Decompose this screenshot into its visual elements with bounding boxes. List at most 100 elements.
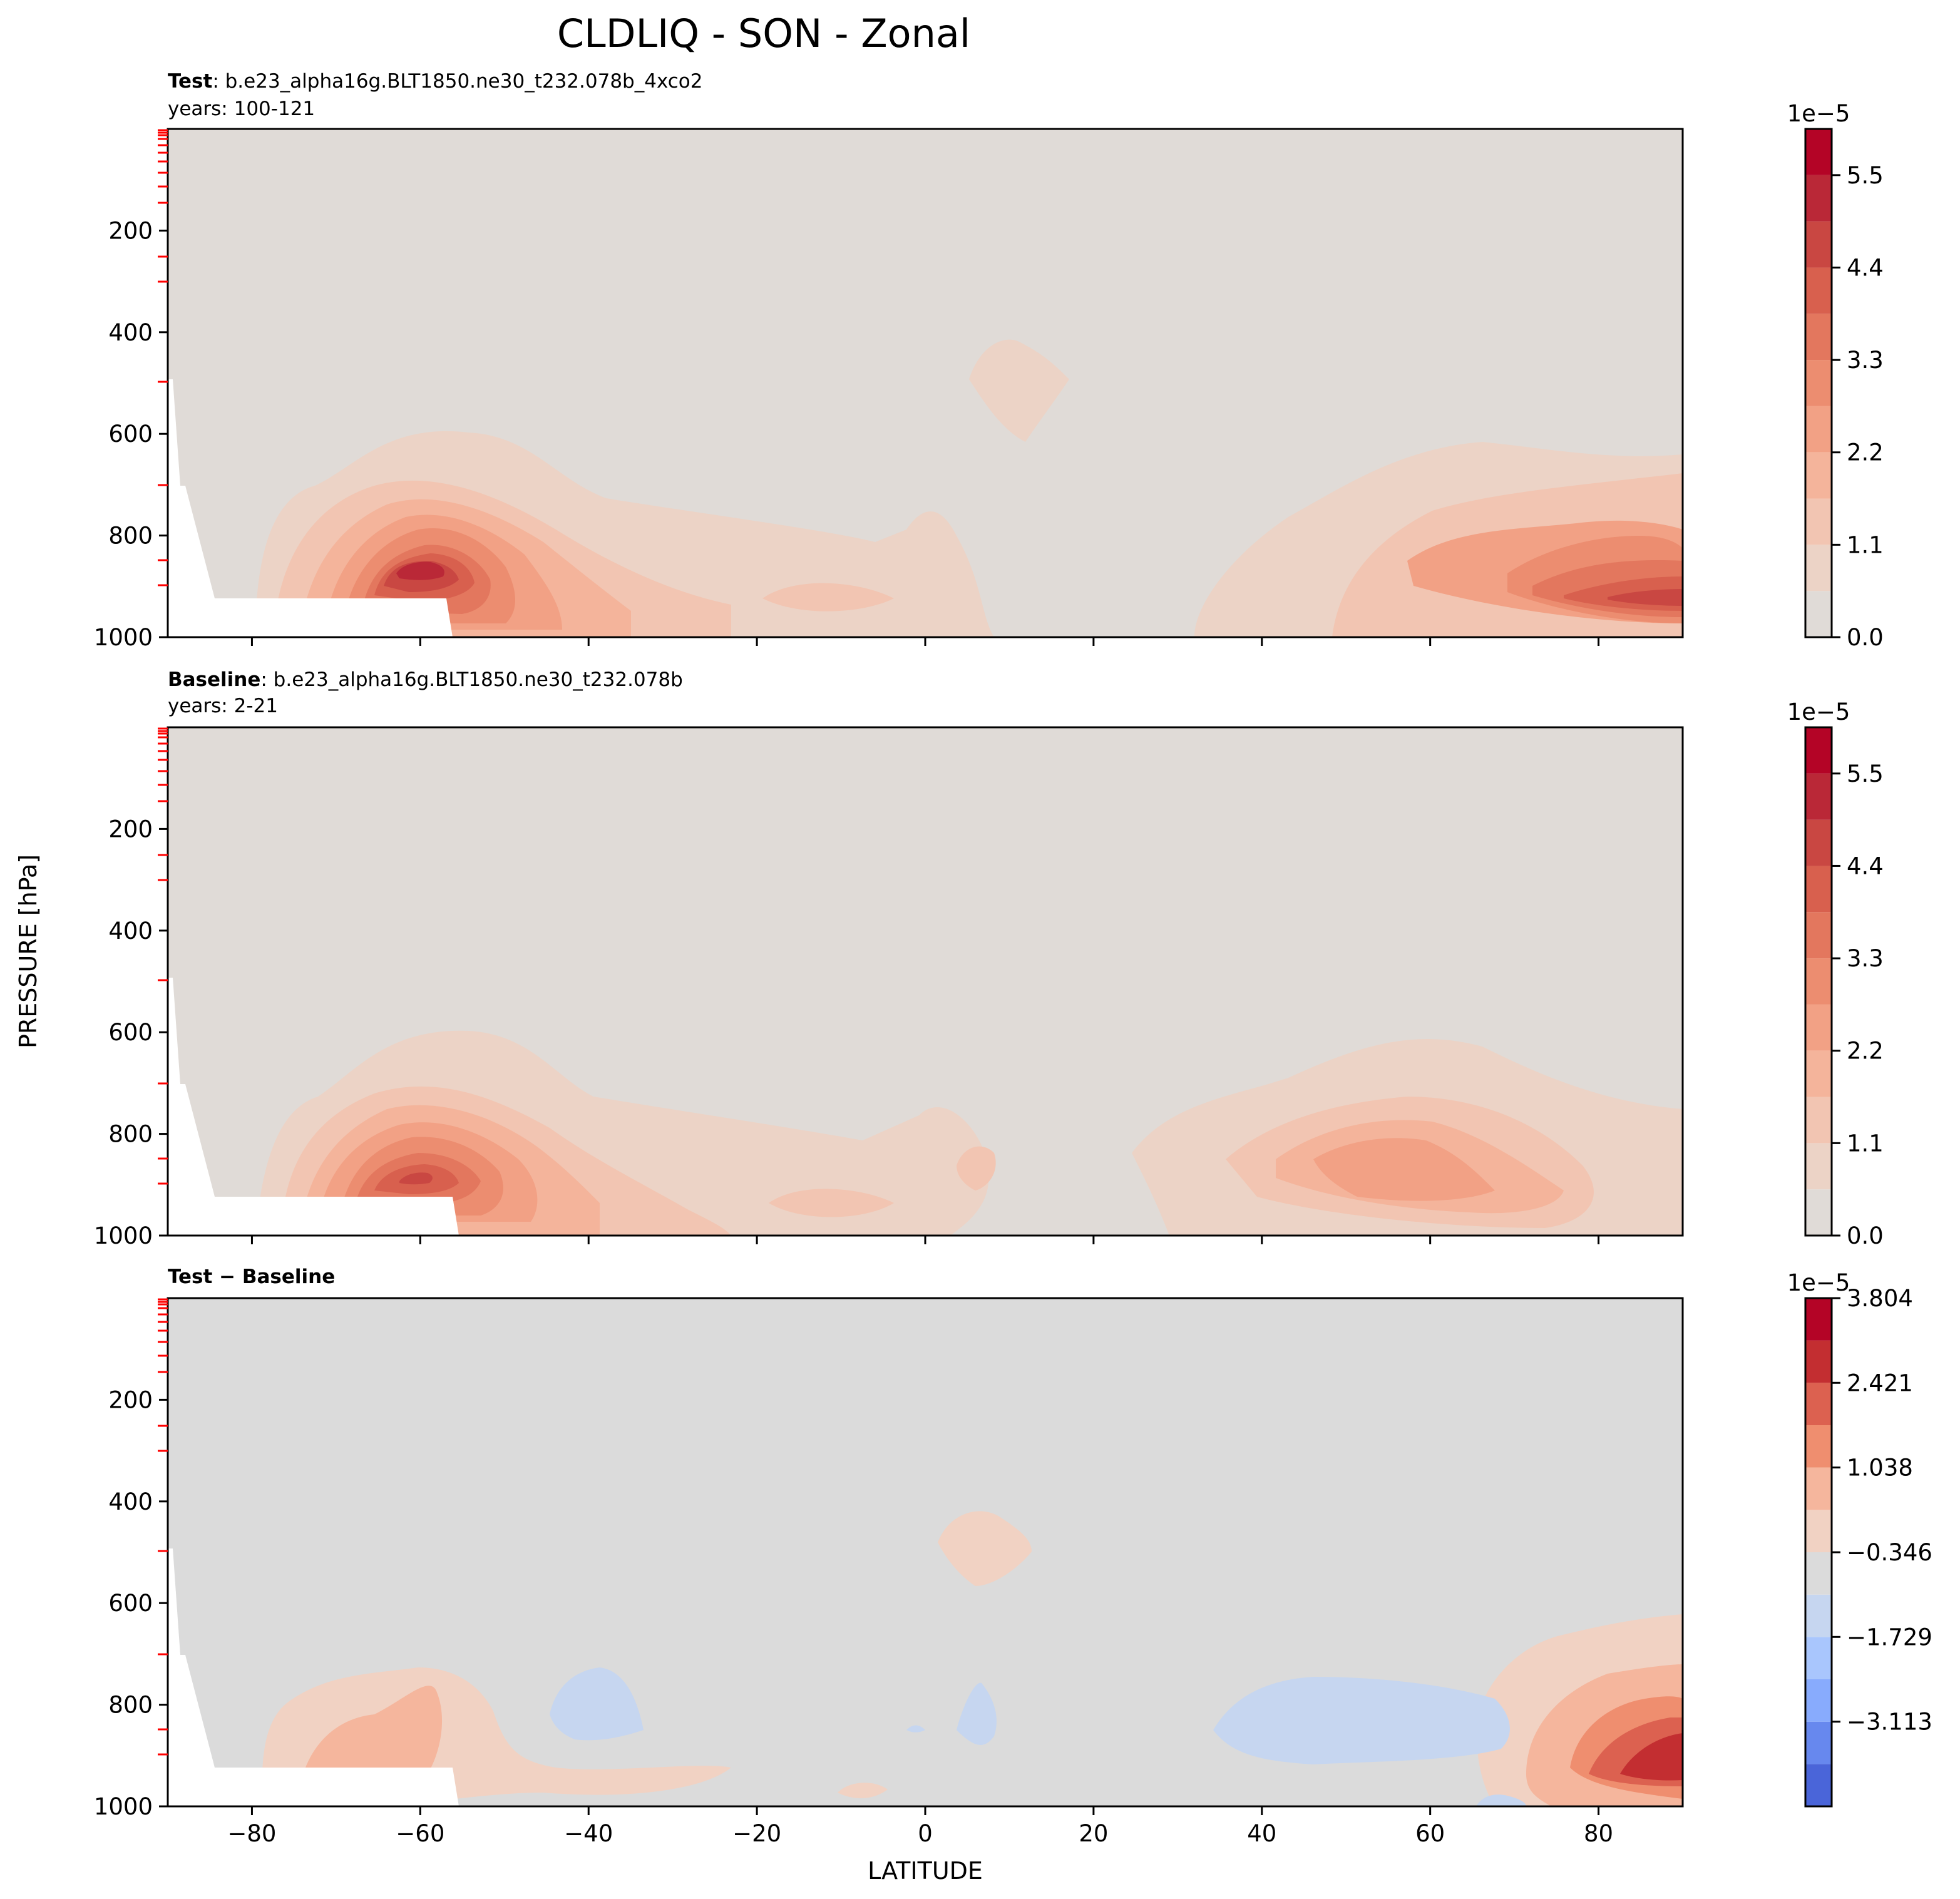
panel-test-colorbar: 0.0 1.1 2.2 3.3 4.4 5.5 1e−5 [1787, 100, 1884, 651]
colorbar-tick-label: 0.0 [1847, 1222, 1884, 1249]
colorbar-tick-label: 5.5 [1847, 162, 1884, 189]
panel-test-title: Test: b.e23_alpha16g.BLT1850.ne30_t232.0… [168, 70, 703, 93]
colorbar-tick-label: 0.0 [1847, 624, 1884, 651]
y-tick-label: 800 [108, 1692, 153, 1719]
colorbar-segment [1805, 1425, 1832, 1468]
colorbar-segment [1805, 221, 1832, 268]
test-level-8b [1608, 589, 1683, 606]
panel-baseline-red-ticks [158, 727, 168, 1185]
panel-difference-xaxis: −80 −60 −40 −20 0 20 40 60 80 [227, 1806, 1613, 1847]
colorbar-tick-label: 1.038 [1847, 1455, 1913, 1482]
colorbar-segment [1805, 1594, 1832, 1637]
colorbar-segment [1805, 1097, 1832, 1144]
diff-level-pos1c [838, 1783, 888, 1799]
colorbar-segment [1805, 1004, 1832, 1051]
x-tick-label: 40 [1247, 1820, 1276, 1847]
colorbar-frame [1804, 726, 1833, 1237]
x-axis-label: LATITUDE [868, 1857, 983, 1885]
colorbar-segment [1805, 866, 1832, 913]
test-level-9 [396, 561, 444, 580]
panel-baseline-subtitle: years: 2-21 [168, 695, 278, 717]
panel-test: Test: b.e23_alpha16g.BLT1850.ne30_t232.0… [94, 70, 1884, 651]
y-tick-label: 400 [108, 918, 153, 944]
y-tick-label: 200 [108, 1386, 153, 1413]
panel-test-plot [168, 129, 1683, 637]
colorbar-segment [1805, 591, 1832, 637]
colorbar-segment [1805, 1050, 1832, 1097]
diff-level-neg1a [550, 1667, 644, 1741]
baseline-level-2c [957, 1146, 996, 1190]
colorbar-tick-label: −0.346 [1847, 1539, 1932, 1566]
colorbar-segment [1805, 1721, 1832, 1764]
panel-difference-title-bold: Test − Baseline [168, 1266, 335, 1288]
colorbar-segment [1805, 545, 1832, 591]
panel-test-xaxis [250, 637, 1600, 646]
test-level-1b [969, 339, 1069, 442]
colorbar-tick-label: 2.2 [1847, 1038, 1884, 1065]
colorbar-segment [1805, 175, 1832, 222]
diff-level-neg1b [957, 1682, 997, 1745]
y-tick-label: 200 [108, 217, 153, 244]
diff-level-neg1e [1476, 1794, 1526, 1806]
panel-baseline-title: Baseline: b.e23_alpha16g.BLT1850.ne30_t2… [168, 668, 683, 691]
colorbar-segment [1805, 1383, 1832, 1425]
colorbar-segment [1805, 773, 1832, 820]
x-tick-label: −40 [564, 1820, 613, 1847]
colorbar-tick-label: 1.1 [1847, 1130, 1884, 1157]
colorbar-segment [1805, 1764, 1832, 1806]
diff-level-pos2a [305, 1686, 443, 1789]
colorbar-segment [1805, 1552, 1832, 1595]
colorbar-segment [1805, 1679, 1832, 1722]
baseline-level-2b [769, 1189, 894, 1217]
colorbar-tick-label: −1.729 [1847, 1624, 1932, 1651]
colorbar-segment [1805, 912, 1832, 959]
diff-level-pos1b [938, 1511, 1032, 1586]
colorbar-scale-label: 1e−5 [1787, 1269, 1850, 1296]
colorbar-tick-label: 4.4 [1847, 254, 1884, 281]
panel-baseline-plot [168, 727, 1683, 1236]
y-tick-label: 200 [108, 816, 153, 842]
colorbar-tick-label: 1.1 [1847, 531, 1884, 558]
y-axis-label: PRESSURE [hPa] [14, 854, 42, 1048]
diff-terrain-mask [168, 1548, 459, 1806]
colorbar-tick-label: 3.3 [1847, 347, 1884, 374]
panel-difference: Test − Baseline 2 [94, 1266, 1932, 1847]
panel-difference-yaxis: 200 400 600 800 1000 [94, 1386, 168, 1820]
diff-level-neg1c [906, 1725, 925, 1733]
y-tick-label: 800 [108, 523, 153, 550]
y-tick-label: 400 [108, 319, 153, 346]
test-terrain-mask [168, 379, 453, 637]
figure-title: CLDLIQ - SON - Zonal [557, 11, 970, 56]
panel-difference-plot [168, 1298, 1683, 1806]
y-tick-label: 800 [108, 1121, 153, 1148]
panel-baseline-title-rest: : b.e23_alpha16g.BLT1850.ne30_t232.078b [260, 668, 682, 691]
colorbar-segment [1805, 1340, 1832, 1383]
panel-baseline-xaxis [250, 1236, 1600, 1244]
colorbar-tick-label: 2.421 [1847, 1369, 1913, 1396]
panel-difference-title: Test − Baseline [168, 1266, 335, 1288]
colorbar-scale-label: 1e−5 [1787, 699, 1850, 725]
y-tick-label: 600 [108, 1590, 153, 1617]
colorbar-segment [1805, 1637, 1832, 1679]
colorbar-segment [1805, 267, 1832, 314]
panel-test-title-rest: : b.e23_alpha16g.BLT1850.ne30_t232.078b_… [212, 70, 702, 93]
colorbar-segment [1805, 1143, 1832, 1190]
colorbar-segment [1805, 1467, 1832, 1510]
panel-test-title-bold: Test [168, 70, 213, 93]
x-tick-label: −20 [732, 1820, 781, 1847]
colorbar-segment [1805, 314, 1832, 361]
colorbar-segment [1805, 1298, 1832, 1341]
colorbar-scale-label: 1e−5 [1787, 100, 1850, 127]
diff-level-neg1d [1213, 1677, 1510, 1764]
x-tick-label: 60 [1415, 1820, 1445, 1847]
diff-level-pos5 [1620, 1733, 1683, 1781]
y-tick-label: 1000 [94, 624, 153, 651]
colorbar-tick-label: 5.5 [1847, 760, 1884, 787]
colorbar-segment [1805, 958, 1832, 1005]
x-tick-label: 20 [1079, 1820, 1108, 1847]
colorbar-segment [1805, 406, 1832, 453]
x-tick-label: −80 [227, 1820, 276, 1847]
colorbar-tick-label: −3.113 [1847, 1709, 1932, 1736]
colorbar-tick-label: 2.2 [1847, 439, 1884, 466]
